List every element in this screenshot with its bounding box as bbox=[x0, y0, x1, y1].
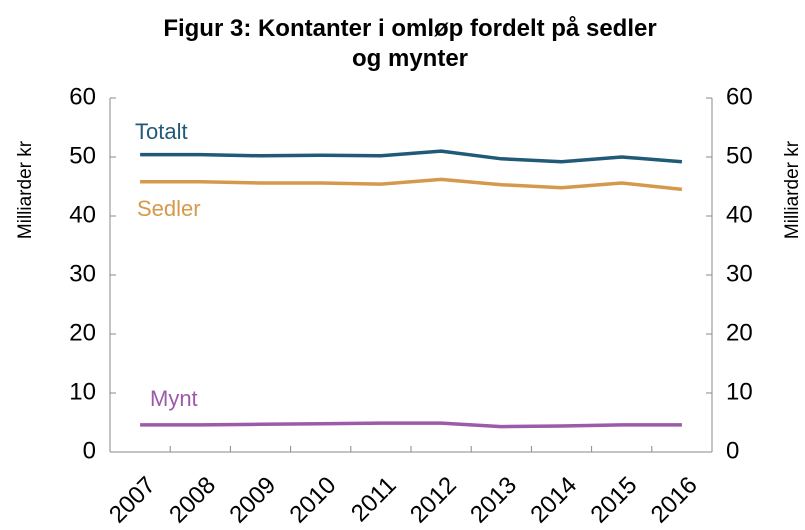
y2-tick-label: 50 bbox=[726, 142, 753, 169]
x-tick-label: 2011 bbox=[346, 472, 402, 528]
y2-tick-label: 60 bbox=[726, 83, 753, 110]
chart-title: Figur 3: Kontanter i omløp fordelt på se… bbox=[163, 15, 657, 72]
y-tick-label: 10 bbox=[69, 378, 96, 405]
x-tick-label: 2016 bbox=[646, 472, 703, 529]
y2-tick-label: 10 bbox=[726, 378, 753, 405]
x-tick-label: 2014 bbox=[525, 472, 582, 529]
y2-tick-label: 0 bbox=[726, 437, 739, 464]
x-tick-label: 2010 bbox=[285, 472, 342, 529]
series-label: Sedler bbox=[137, 196, 201, 221]
x-tick-label: 2009 bbox=[224, 472, 281, 529]
line-series bbox=[140, 421, 682, 429]
y-tick-label: 40 bbox=[69, 201, 96, 228]
x-tick-label: 2012 bbox=[405, 472, 462, 529]
x-tick-label: 2007 bbox=[104, 472, 161, 529]
line-series bbox=[140, 177, 683, 192]
x-tick-label: 2008 bbox=[164, 472, 221, 529]
y2-axis-label: Milliarder kr bbox=[782, 140, 803, 239]
y2-tick-label: 20 bbox=[726, 319, 753, 346]
y2-tick-label: 40 bbox=[726, 201, 753, 228]
x-tick-label: 2013 bbox=[465, 472, 522, 529]
y2-tick-label: 30 bbox=[726, 260, 753, 287]
y-tick-label: 20 bbox=[69, 319, 96, 346]
y-tick-label: 30 bbox=[69, 260, 96, 287]
y-tick-label: 0 bbox=[83, 437, 96, 464]
y-axis-label: Milliarder kr bbox=[15, 140, 36, 239]
series-label: Mynt bbox=[150, 386, 198, 411]
y-tick-label: 60 bbox=[69, 83, 96, 110]
line-series bbox=[140, 149, 683, 164]
series-label: Totalt bbox=[135, 119, 188, 144]
y-tick-label: 50 bbox=[69, 142, 96, 169]
x-tick-label: 2015 bbox=[586, 472, 643, 529]
